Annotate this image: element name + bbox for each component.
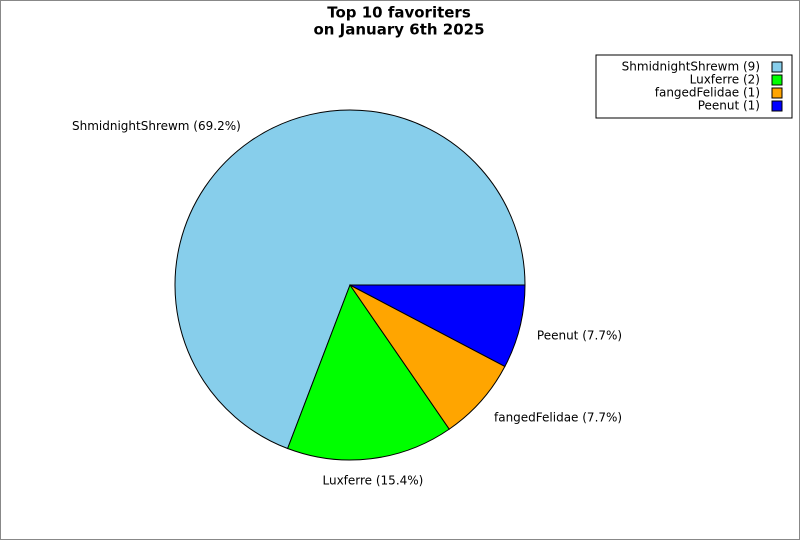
slice-label: Peenut (7.7%): [537, 329, 622, 343]
slice-label: ShmidnightShrewm (69.2%): [72, 119, 241, 133]
pie-slice: [174, 109, 526, 450]
legend-swatch: [771, 87, 783, 99]
legend-box: [595, 54, 793, 119]
chart-subtitle: on January 6th 2025: [313, 21, 484, 39]
legend-label: Luxferre (2): [690, 73, 760, 87]
legend-label: Peenut (1): [698, 99, 760, 113]
chart-title: Top 10 favoriters: [327, 4, 471, 22]
legend-swatch: [771, 100, 783, 112]
pie-slice: [349, 284, 526, 368]
legend-swatch: [771, 74, 783, 86]
legend-swatch: [771, 61, 783, 73]
legend-label: fangedFelidae (1): [655, 86, 760, 100]
legend-label: ShmidnightShrewm (9): [622, 60, 760, 74]
pie-slice: [286, 283, 450, 461]
slice-label: Luxferre (15.4%): [322, 474, 423, 488]
slice-label: fangedFelidae (7.7%): [494, 410, 622, 424]
